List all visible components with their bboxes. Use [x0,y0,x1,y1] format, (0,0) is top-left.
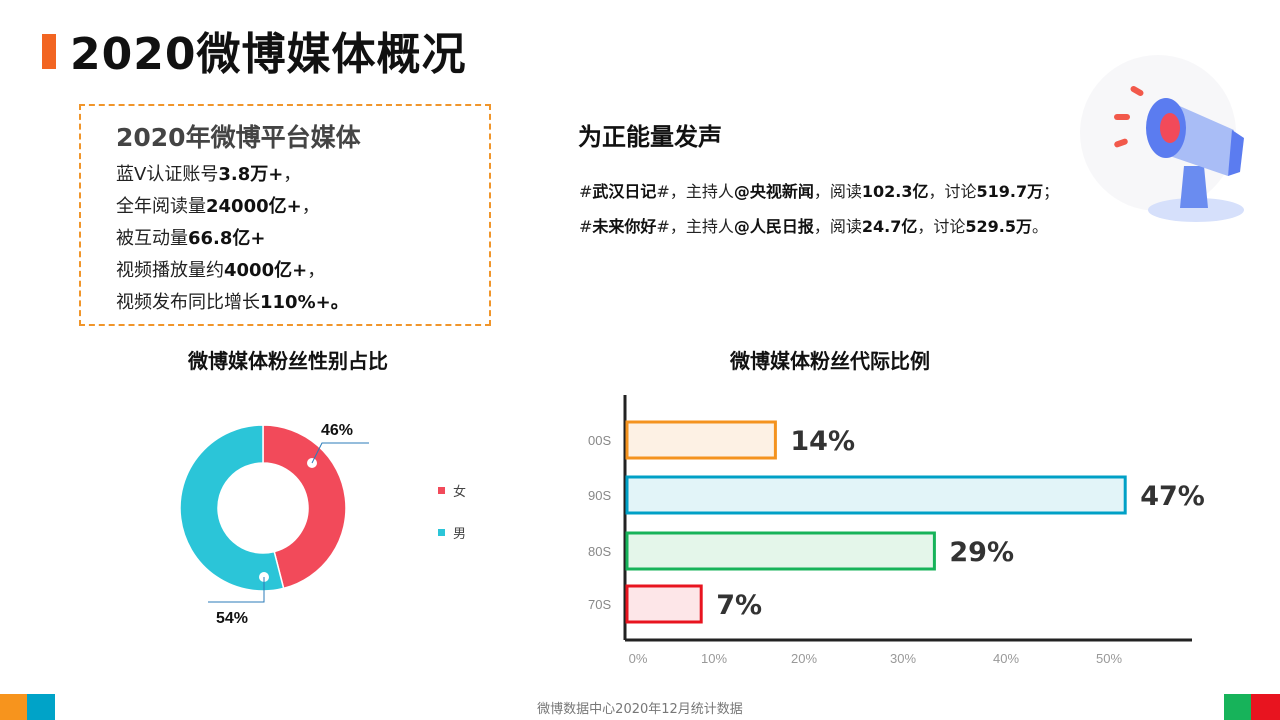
corner-block-green [1224,694,1251,720]
category-label: 90S [588,488,611,503]
bar-80S [625,531,936,571]
leader-line [208,577,265,603]
sound-mark [1130,86,1144,96]
bar-value-label: 29% [949,537,1014,568]
bar-00S [625,420,777,460]
bar-value-label: 47% [1140,481,1205,512]
stat-line: 被互动量66.8亿+ [116,228,266,249]
topic-line: #武汉日记#，主持人@央视新闻，阅读102.3亿，讨论519.7万； [579,182,1060,201]
stat-line: 视频发布同比增长110%+。 [116,292,349,313]
topic-line: #未来你好#，主持人@人民日报，阅读24.7亿，讨论529.5万。 [579,217,1049,236]
corner-block-orange [0,694,27,720]
corner-block-blue [27,694,55,720]
footer-note: 微博数据中心2020年12月统计数据 [537,702,743,717]
gender-legend: 女 男 [438,480,466,564]
stat-line: 全年阅读量24000亿+， [116,196,320,217]
bar-value-label: 7% [716,590,762,621]
x-tick-label: 10% [701,651,727,666]
slice-percent-label: 54% [216,610,248,627]
legend-swatch [438,486,445,494]
x-tick-label: 20% [791,651,817,666]
x-tick-label: 40% [993,651,1019,666]
donut-slice-male [179,424,285,592]
gender-donut-chart: 46% 54% [179,422,369,627]
category-label: 80S [588,544,611,559]
sound-mark [1114,114,1130,120]
stats-lines: 蓝V认证账号3.8万+， 全年阅读量24000亿+， 被互动量66.8亿+ 视频… [116,159,486,319]
megaphone-stand [1180,166,1208,208]
legend-label: 女 [453,484,467,500]
stats-box [79,104,491,326]
leader-line [311,442,369,464]
generation-bar-chart: 00S 14% 90S 47% 80S 29% 70S 7% 0% 10% 20% 30% 40% 50% [588,395,1205,666]
bar-value-label: 14% [790,426,855,457]
stat-line: 视频播放量约4000亿+， [116,260,326,281]
category-label: 70S [588,597,611,612]
bar-90S [625,475,1127,515]
stat-line: 蓝V认证账号3.8万+， [116,164,302,185]
title-accent-bar [42,34,56,69]
donut-slice-female [262,424,347,590]
x-tick-label: 50% [1096,651,1122,666]
stats-heading: 2020年微博平台媒体 [116,123,361,152]
megaphone-inner [1160,113,1180,143]
megaphone-handle [1228,130,1244,176]
corner-block-red [1251,694,1280,720]
page-title: 2020微博媒体概况 [70,29,467,80]
megaphone-icon [1080,55,1244,222]
legend-swatch [438,528,445,536]
megaphone-base [1148,198,1244,222]
generation-chart-title: 微博媒体粉丝代际比例 [730,349,930,373]
legend-item-female: 女 [438,480,466,500]
category-label: 00S [588,433,611,448]
slice-percent-label: 46% [321,422,353,439]
x-tick-label: 0% [629,651,648,666]
bar-70S [625,584,703,624]
x-tick-label: 30% [890,651,916,666]
sound-mark [1114,138,1128,148]
legend-item-male: 男 [438,522,466,542]
gender-chart-title: 微博媒体粉丝性别占比 [188,349,388,373]
voice-heading: 为正能量发声 [578,123,722,151]
legend-label: 男 [453,526,467,542]
